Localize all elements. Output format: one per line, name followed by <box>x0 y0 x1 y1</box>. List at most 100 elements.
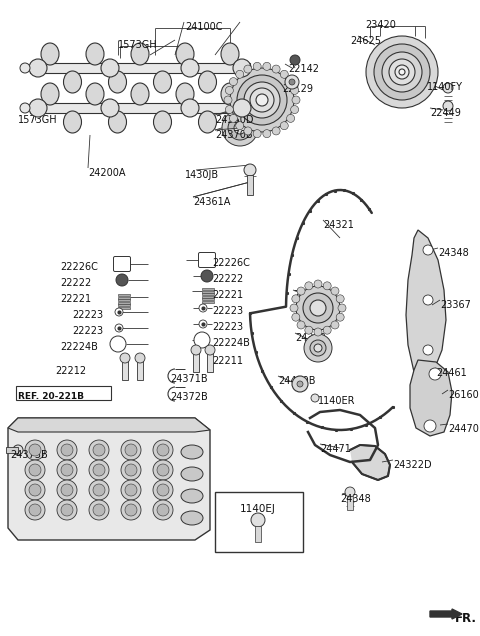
FancyArrow shape <box>430 609 462 619</box>
Circle shape <box>29 99 47 117</box>
Circle shape <box>244 65 252 73</box>
Circle shape <box>338 304 346 312</box>
Ellipse shape <box>108 111 127 133</box>
Circle shape <box>285 75 299 89</box>
Circle shape <box>236 71 244 78</box>
Circle shape <box>89 460 109 480</box>
Bar <box>118 307 130 308</box>
Circle shape <box>263 130 271 137</box>
Text: 22223: 22223 <box>72 326 103 336</box>
Ellipse shape <box>86 83 104 105</box>
Circle shape <box>20 103 30 113</box>
Circle shape <box>201 270 213 282</box>
Circle shape <box>115 308 123 316</box>
Circle shape <box>272 127 280 135</box>
Circle shape <box>228 116 252 140</box>
Circle shape <box>57 500 77 520</box>
Circle shape <box>336 313 344 321</box>
Circle shape <box>256 94 268 106</box>
Text: 22222: 22222 <box>60 278 91 288</box>
Circle shape <box>226 86 233 94</box>
Circle shape <box>157 444 169 456</box>
Circle shape <box>272 65 280 73</box>
Circle shape <box>199 320 207 328</box>
Text: 24470: 24470 <box>448 424 479 434</box>
Circle shape <box>153 500 173 520</box>
Ellipse shape <box>108 71 127 93</box>
Circle shape <box>222 110 258 146</box>
Bar <box>202 293 214 295</box>
Circle shape <box>303 293 333 323</box>
Text: 22224B: 22224B <box>212 338 250 348</box>
Circle shape <box>25 460 45 480</box>
Circle shape <box>297 321 305 329</box>
Circle shape <box>93 464 105 476</box>
Text: 22222: 22222 <box>212 274 243 284</box>
Circle shape <box>311 394 319 402</box>
Text: 24420: 24420 <box>293 290 324 300</box>
Ellipse shape <box>199 111 216 133</box>
Circle shape <box>395 65 409 79</box>
Circle shape <box>121 480 141 500</box>
Circle shape <box>297 287 305 295</box>
Circle shape <box>423 245 433 255</box>
Circle shape <box>310 300 326 316</box>
Bar <box>118 301 130 303</box>
Bar <box>137 358 143 380</box>
Bar <box>6 447 18 453</box>
Circle shape <box>125 444 137 456</box>
Circle shape <box>366 36 438 108</box>
Circle shape <box>310 340 326 356</box>
Circle shape <box>230 68 294 132</box>
Polygon shape <box>350 445 390 480</box>
Circle shape <box>205 345 215 355</box>
Circle shape <box>191 345 201 355</box>
Circle shape <box>443 101 453 111</box>
Circle shape <box>20 63 30 73</box>
Bar <box>255 526 261 542</box>
Circle shape <box>244 164 256 176</box>
Circle shape <box>93 504 105 516</box>
Circle shape <box>61 484 73 496</box>
Circle shape <box>125 484 137 496</box>
Circle shape <box>382 52 422 92</box>
Ellipse shape <box>181 511 203 525</box>
Text: 1573GH: 1573GH <box>118 40 157 50</box>
Text: 26160: 26160 <box>448 390 479 400</box>
Ellipse shape <box>221 43 239 65</box>
Text: 22129: 22129 <box>282 84 313 94</box>
Circle shape <box>89 480 109 500</box>
Circle shape <box>389 59 415 85</box>
Ellipse shape <box>154 111 171 133</box>
Ellipse shape <box>41 83 59 105</box>
Bar <box>207 350 213 372</box>
Circle shape <box>336 295 344 303</box>
Circle shape <box>121 440 141 460</box>
Circle shape <box>345 487 355 497</box>
Circle shape <box>157 484 169 496</box>
Ellipse shape <box>131 43 149 65</box>
Circle shape <box>234 122 246 134</box>
Circle shape <box>115 324 123 332</box>
Text: 24321: 24321 <box>323 220 354 230</box>
Circle shape <box>244 127 252 135</box>
Circle shape <box>29 59 47 77</box>
Circle shape <box>61 444 73 456</box>
Circle shape <box>244 82 280 118</box>
Circle shape <box>331 287 339 295</box>
Text: 1430JB: 1430JB <box>185 170 219 180</box>
Text: 1573GH: 1573GH <box>18 115 58 125</box>
Circle shape <box>121 500 141 520</box>
Circle shape <box>263 62 271 71</box>
Ellipse shape <box>131 83 149 105</box>
Circle shape <box>443 83 453 93</box>
Circle shape <box>304 334 332 362</box>
Text: 24200A: 24200A <box>88 168 125 178</box>
Circle shape <box>314 344 322 352</box>
Polygon shape <box>410 360 452 436</box>
Ellipse shape <box>41 43 59 65</box>
Text: 22223: 22223 <box>212 322 243 332</box>
Bar <box>202 288 214 290</box>
Ellipse shape <box>181 467 203 481</box>
Bar <box>202 298 214 300</box>
